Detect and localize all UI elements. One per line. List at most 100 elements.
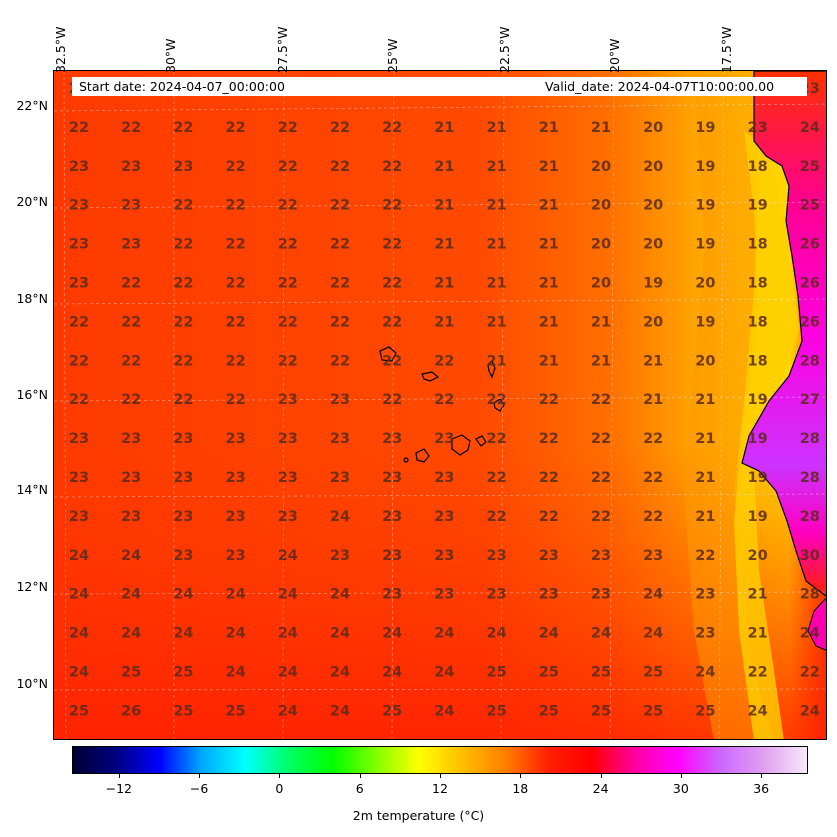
grid-value: 20: [695, 276, 715, 292]
grid-value: 22: [330, 314, 350, 330]
grid-value: 19: [748, 509, 768, 525]
colorbar-tick-mark: [520, 774, 522, 778]
grid-value: 24: [173, 587, 193, 603]
header-box: [72, 77, 807, 96]
grid-value: 24: [121, 626, 141, 642]
grid-value: 21: [487, 276, 507, 292]
grid-value: 24: [278, 626, 298, 642]
grid-value: 24: [434, 703, 454, 719]
lat-label: 16°N: [16, 387, 48, 402]
grid-value: 24: [434, 665, 454, 681]
grid-value: 19: [695, 120, 715, 136]
grid-value: 22: [748, 665, 768, 681]
grid-value: 22: [278, 159, 298, 175]
grid-value: 23: [539, 587, 559, 603]
grid-value: 20: [643, 159, 663, 175]
grid-value: 23: [69, 237, 89, 253]
lat-label: 14°N: [16, 482, 48, 497]
grid-value: 23: [69, 276, 89, 292]
grid-value: 22: [121, 392, 141, 408]
grid-value: 22: [539, 431, 559, 447]
grid-value: 22: [539, 392, 559, 408]
grid-value: 24: [330, 509, 350, 525]
grid-value: 21: [434, 198, 454, 214]
colorbar-tick-label: −6: [189, 781, 209, 796]
grid-value: 19: [695, 159, 715, 175]
lat-label: 22°N: [16, 98, 48, 113]
grid-value: 21: [695, 509, 715, 525]
grid-value: 22: [643, 470, 663, 486]
grid-value: 22: [69, 353, 89, 369]
grid-value: 20: [643, 237, 663, 253]
grid-value: 21: [539, 276, 559, 292]
grid-value: 19: [748, 431, 768, 447]
grid-value: 23: [434, 431, 454, 447]
grid-value: 22: [121, 353, 141, 369]
colorbar-tick-label: 6: [355, 781, 364, 796]
grid-value: 22: [539, 509, 559, 525]
grid-value: 22: [382, 237, 402, 253]
grid-value: 21: [748, 587, 768, 603]
grid-value: 21: [434, 314, 454, 330]
grid-value: 19: [748, 392, 768, 408]
grid-value: 22: [643, 509, 663, 525]
grid-value: 24: [330, 665, 350, 681]
grid-value: 18: [748, 276, 768, 292]
start-date: Start date: 2024-04-07_00:00:00: [79, 79, 285, 94]
grid-value: 28: [800, 431, 820, 447]
grid-value: 23: [382, 509, 402, 525]
grid-value: 24: [330, 703, 350, 719]
grid-value: 21: [487, 353, 507, 369]
lon-label: 17.5°W: [719, 26, 734, 73]
grid-value: 18: [748, 353, 768, 369]
grid-value: 23: [278, 470, 298, 486]
grid-value: 22: [173, 198, 193, 214]
grid-value: 19: [695, 198, 715, 214]
grid-value: 26: [800, 237, 820, 253]
cool-upwelling-zone: [684, 71, 774, 739]
grid-value: 23: [434, 470, 454, 486]
grid-value: 26: [800, 314, 820, 330]
grid-value: 24: [643, 587, 663, 603]
grid-value: 22: [487, 470, 507, 486]
grid-value: 25: [382, 703, 402, 719]
grid-value: 22: [226, 120, 246, 136]
grid-value: 24: [278, 665, 298, 681]
grid-value: 23: [278, 431, 298, 447]
grid-value: 22: [382, 314, 402, 330]
lon-label: 30°W: [163, 38, 178, 73]
grid-value: 22: [330, 276, 350, 292]
grid-value: 23: [173, 509, 193, 525]
grid-value: 24: [226, 665, 246, 681]
grid-value: 24: [69, 665, 89, 681]
colorbar-tick-mark: [199, 774, 201, 778]
grid-value: 20: [591, 159, 611, 175]
lon-label: 20°W: [607, 38, 622, 73]
grid-value: 22: [69, 392, 89, 408]
grid-value: 23: [121, 237, 141, 253]
grid-value: 22: [382, 120, 402, 136]
grid-value: 21: [539, 237, 559, 253]
grid-value: 25: [69, 703, 89, 719]
map-canvas: 23 22 22 22 22 22 22 21 21 21 21 20 20 23 23 22 22 22 22 22…: [54, 71, 826, 739]
grid-value: 23: [487, 587, 507, 603]
grid-value: 24: [591, 626, 611, 642]
grid-value: 23: [434, 548, 454, 564]
grid-value: 24: [382, 665, 402, 681]
grid-value: 23: [69, 431, 89, 447]
grid-value: 22: [173, 392, 193, 408]
temperature-map: 23 22 22 22 22 22 22 21 21 21 21 20 20 23 23 22 22 22 22 22…: [53, 70, 827, 740]
grid-value: 25: [173, 665, 193, 681]
grid-value: 24: [226, 626, 246, 642]
grid-value: 20: [591, 198, 611, 214]
grid-value: 24: [278, 587, 298, 603]
grid-value: 20: [591, 276, 611, 292]
grid-value: 22: [487, 392, 507, 408]
grid-value: 18: [748, 159, 768, 175]
grid-value: 18: [748, 314, 768, 330]
grid-value: 25: [173, 703, 193, 719]
grid-value: 22: [539, 470, 559, 486]
colorbar-tick-label: 30: [672, 781, 689, 796]
grid-value: 21: [539, 353, 559, 369]
grid-value: 23: [69, 198, 89, 214]
